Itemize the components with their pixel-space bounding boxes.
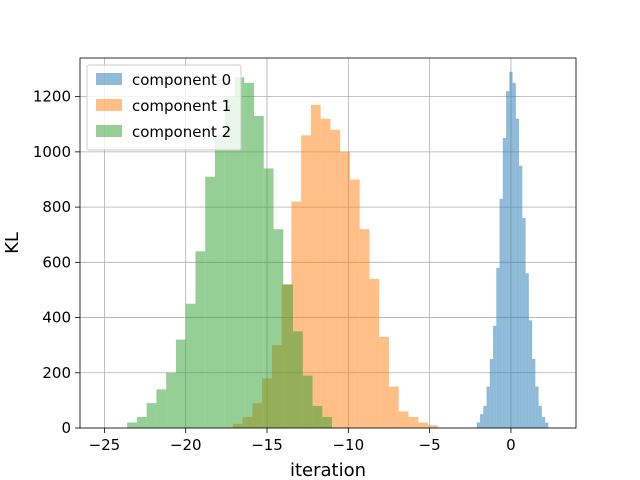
histogram-bar [476, 422, 481, 428]
histogram-bar [512, 82, 516, 429]
histogram-bar [175, 339, 186, 428]
histogram-bar [127, 422, 137, 428]
x-tick-label: −5 [419, 436, 441, 454]
histogram-bar [330, 129, 341, 428]
histogram-bar [291, 201, 302, 428]
histogram-bar [244, 82, 255, 429]
histogram-bar [525, 273, 529, 428]
histogram-bar [486, 386, 490, 428]
y-tick-label: 800 [42, 198, 71, 216]
histogram-bar [493, 325, 497, 428]
histogram-bar [515, 118, 520, 428]
histogram-bar [541, 416, 546, 428]
histogram-bar [538, 405, 542, 428]
histogram-bar [496, 267, 500, 428]
y-tick-label: 1000 [33, 143, 71, 161]
plot-frame [79, 57, 577, 429]
series-2-bars [127, 77, 333, 429]
x-tick-label: −10 [332, 436, 364, 454]
histogram-bar [166, 372, 176, 428]
histogram-bar [483, 405, 487, 428]
y-tick-label: 200 [42, 364, 71, 382]
histogram-bar [528, 320, 533, 428]
y-tick-label: 600 [42, 253, 71, 271]
histogram-bar [489, 358, 494, 428]
histogram-bar [388, 386, 399, 428]
x-axis-ticks: −25 −20 −15 −10 −5 0 [89, 428, 516, 454]
y-axis-label: KL [2, 232, 23, 254]
histogram-bar [418, 422, 429, 428]
histogram-bars [127, 71, 549, 429]
histogram-bar [519, 165, 523, 428]
histogram-bar [146, 403, 157, 428]
histogram-bar [359, 229, 370, 428]
legend-label: component 0 [132, 71, 231, 89]
y-tick-label: 400 [42, 309, 71, 327]
histogram-bar [502, 138, 507, 428]
legend: component 0 component 1 component 2 [86, 64, 242, 151]
histogram-bar [535, 386, 539, 428]
histogram-bar [545, 422, 549, 428]
histogram-bar [205, 176, 215, 428]
y-tick-label: 0 [61, 419, 71, 437]
legend-label: component 2 [132, 123, 231, 141]
histogram-bar [509, 71, 513, 428]
histogram-bar [349, 179, 360, 428]
x-tick-label: −20 [170, 436, 202, 454]
legend-swatch [96, 73, 122, 85]
histogram-bar [408, 416, 419, 428]
histogram-bar [283, 284, 294, 428]
histogram-bar [195, 251, 206, 428]
histogram-bar [156, 389, 167, 428]
x-axis-label: iteration [290, 460, 366, 480]
series-0-bars [476, 71, 549, 429]
histogram-bar [532, 358, 536, 428]
histogram-bar [293, 331, 303, 428]
x-tick-label: −25 [89, 436, 121, 454]
legend-box [86, 64, 242, 151]
histogram-bar [310, 104, 321, 428]
histogram-bar [340, 151, 350, 428]
histogram-bar [312, 405, 323, 428]
histogram-bar [263, 168, 274, 428]
histogram-bar [428, 425, 438, 428]
histogram-bar [322, 416, 333, 428]
histogram-bar [499, 198, 503, 428]
histogram-bar [224, 96, 235, 429]
histogram-bar [302, 375, 313, 428]
histogram-bar [320, 118, 331, 428]
legend-label: component 1 [132, 97, 231, 115]
histogram-bar [214, 135, 225, 429]
histogram-bar [506, 91, 510, 428]
histogram-bar [136, 416, 147, 428]
y-axis-ticks: 0 200 400 600 800 1000 1200 [33, 88, 80, 437]
histogram-bar [301, 135, 311, 429]
histogram-bar [273, 229, 284, 428]
histogram-bar [398, 411, 409, 428]
x-tick-label: −15 [251, 436, 283, 454]
histogram-bar [369, 278, 380, 428]
y-tick-label: 1200 [33, 88, 71, 106]
histogram-bar [234, 77, 245, 428]
series-1-bars [232, 104, 438, 429]
histogram-bar [254, 115, 264, 428]
legend-swatch [96, 125, 122, 137]
histogram-bar [480, 414, 484, 428]
histogram-bar [379, 336, 389, 428]
x-tick-label: 0 [506, 436, 516, 454]
legend-swatch [96, 99, 122, 111]
histogram-bar [522, 218, 526, 428]
histogram-bar [185, 303, 196, 428]
